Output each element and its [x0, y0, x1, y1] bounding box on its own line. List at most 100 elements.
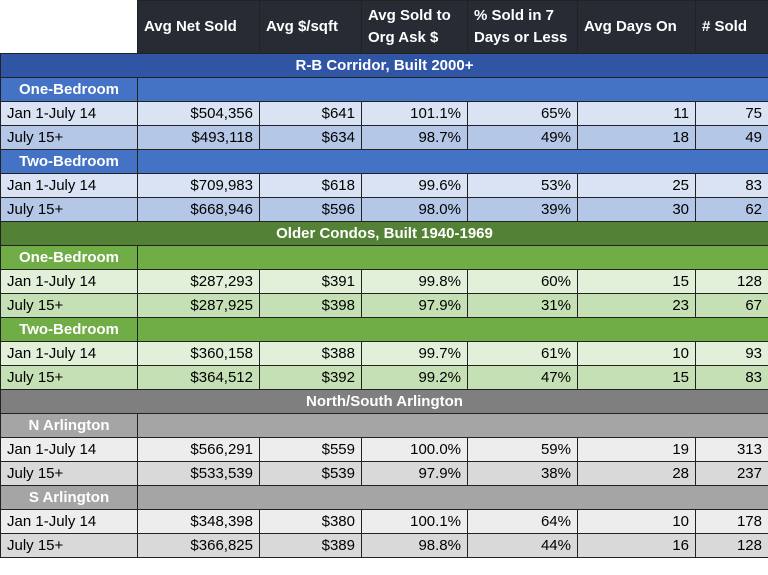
cell-avg-per-sqft: $641 — [259, 101, 362, 126]
cell-avg-days: 19 — [577, 437, 696, 462]
table-row: July 15+ $493,118 $634 98.7% 49% 18 49 — [0, 125, 768, 150]
cell-num-sold: 237 — [695, 461, 768, 486]
group-header-fill — [137, 317, 768, 342]
group-header-row: One-Bedroom — [0, 245, 768, 270]
cell-pct-7-days: 44% — [467, 533, 578, 558]
cell-num-sold: 49 — [695, 125, 768, 150]
row-period: Jan 1-July 14 — [0, 101, 138, 126]
table-row: July 15+ $668,946 $596 98.0% 39% 30 62 — [0, 197, 768, 222]
group-header-fill — [137, 245, 768, 270]
cell-sold-to-ask: 98.0% — [361, 197, 468, 222]
group-header-row: Two-Bedroom — [0, 149, 768, 174]
header-pct-sold-7-days: % Sold in 7 Days or Less — [467, 0, 578, 54]
cell-num-sold: 62 — [695, 197, 768, 222]
group-title: N Arlington — [0, 413, 138, 438]
cell-avg-days: 30 — [577, 197, 696, 222]
cell-avg-net-sold: $287,293 — [137, 269, 260, 294]
cell-avg-net-sold: $364,512 — [137, 365, 260, 390]
header-blank-cell — [0, 0, 138, 54]
cell-avg-days: 28 — [577, 461, 696, 486]
cell-sold-to-ask: 100.0% — [361, 437, 468, 462]
header-num-sold: # Sold — [695, 0, 768, 54]
table-row: July 15+ $287,925 $398 97.9% 31% 23 67 — [0, 293, 768, 318]
cell-avg-net-sold: $287,925 — [137, 293, 260, 318]
cell-avg-per-sqft: $618 — [259, 173, 362, 198]
cell-pct-7-days: 47% — [467, 365, 578, 390]
cell-sold-to-ask: 101.1% — [361, 101, 468, 126]
row-period: Jan 1-July 14 — [0, 509, 138, 534]
section-north-south-arlington: North/South Arlington N Arlington Jan 1-… — [0, 389, 768, 558]
cell-avg-days: 16 — [577, 533, 696, 558]
cell-avg-net-sold: $566,291 — [137, 437, 260, 462]
header-row: Avg Net Sold Avg $/sqft Avg Sold to Org … — [0, 0, 768, 54]
cell-sold-to-ask: 99.6% — [361, 173, 468, 198]
cell-pct-7-days: 64% — [467, 509, 578, 534]
cell-num-sold: 93 — [695, 341, 768, 366]
cell-avg-per-sqft: $391 — [259, 269, 362, 294]
header-avg-days-on: Avg Days On — [577, 0, 696, 54]
cell-avg-net-sold: $366,825 — [137, 533, 260, 558]
cell-avg-net-sold: $504,356 — [137, 101, 260, 126]
cell-num-sold: 83 — [695, 173, 768, 198]
cell-avg-days: 18 — [577, 125, 696, 150]
cell-sold-to-ask: 99.2% — [361, 365, 468, 390]
cell-avg-net-sold: $493,118 — [137, 125, 260, 150]
section-title: North/South Arlington — [0, 389, 768, 414]
section-title: Older Condos, Built 1940-1969 — [0, 221, 768, 246]
cell-avg-per-sqft: $634 — [259, 125, 362, 150]
cell-num-sold: 75 — [695, 101, 768, 126]
row-period: July 15+ — [0, 125, 138, 150]
cell-avg-net-sold: $709,983 — [137, 173, 260, 198]
cell-avg-per-sqft: $388 — [259, 341, 362, 366]
group-title: S Arlington — [0, 485, 138, 510]
group-title: One-Bedroom — [0, 245, 138, 270]
cell-pct-7-days: 60% — [467, 269, 578, 294]
cell-avg-days: 11 — [577, 101, 696, 126]
row-period: Jan 1-July 14 — [0, 173, 138, 198]
cell-sold-to-ask: 99.7% — [361, 341, 468, 366]
cell-sold-to-ask: 97.9% — [361, 461, 468, 486]
section-title-row: R-B Corridor, Built 2000+ — [0, 53, 768, 78]
table-row: July 15+ $533,539 $539 97.9% 38% 28 237 — [0, 461, 768, 486]
cell-num-sold: 83 — [695, 365, 768, 390]
group-title: Two-Bedroom — [0, 149, 138, 174]
section-rb-corridor: R-B Corridor, Built 2000+ One-Bedroom Ja… — [0, 53, 768, 222]
row-period: July 15+ — [0, 461, 138, 486]
cell-pct-7-days: 65% — [467, 101, 578, 126]
cell-avg-days: 15 — [577, 365, 696, 390]
cell-avg-per-sqft: $539 — [259, 461, 362, 486]
cell-num-sold: 128 — [695, 269, 768, 294]
row-period: Jan 1-July 14 — [0, 437, 138, 462]
table-row: Jan 1-July 14 $504,356 $641 101.1% 65% 1… — [0, 101, 768, 126]
cell-pct-7-days: 53% — [467, 173, 578, 198]
table-row: July 15+ $364,512 $392 99.2% 47% 15 83 — [0, 365, 768, 390]
group-header-fill — [137, 413, 768, 438]
row-period: July 15+ — [0, 293, 138, 318]
row-period: Jan 1-July 14 — [0, 269, 138, 294]
cell-avg-net-sold: $668,946 — [137, 197, 260, 222]
cell-pct-7-days: 49% — [467, 125, 578, 150]
group-header-fill — [137, 77, 768, 102]
group-header-row: N Arlington — [0, 413, 768, 438]
table-row: Jan 1-July 14 $287,293 $391 99.8% 60% 15… — [0, 269, 768, 294]
table-row: July 15+ $366,825 $389 98.8% 44% 16 128 — [0, 533, 768, 558]
section-older-condos: Older Condos, Built 1940-1969 One-Bedroo… — [0, 221, 768, 390]
condo-sales-table: Avg Net Sold Avg $/sqft Avg Sold to Org … — [0, 0, 768, 558]
cell-avg-per-sqft: $392 — [259, 365, 362, 390]
table-row: Jan 1-July 14 $360,158 $388 99.7% 61% 10… — [0, 341, 768, 366]
header-sold-to-ask: Avg Sold to Org Ask $ — [361, 0, 468, 54]
cell-avg-days: 25 — [577, 173, 696, 198]
group-header-fill — [137, 149, 768, 174]
group-title: Two-Bedroom — [0, 317, 138, 342]
group-header-row: Two-Bedroom — [0, 317, 768, 342]
cell-avg-days: 10 — [577, 509, 696, 534]
cell-sold-to-ask: 100.1% — [361, 509, 468, 534]
cell-pct-7-days: 38% — [467, 461, 578, 486]
cell-avg-days: 15 — [577, 269, 696, 294]
cell-avg-net-sold: $360,158 — [137, 341, 260, 366]
cell-avg-per-sqft: $389 — [259, 533, 362, 558]
section-title-row: Older Condos, Built 1940-1969 — [0, 221, 768, 246]
table-row: Jan 1-July 14 $348,398 $380 100.1% 64% 1… — [0, 509, 768, 534]
cell-avg-per-sqft: $596 — [259, 197, 362, 222]
row-period: July 15+ — [0, 365, 138, 390]
